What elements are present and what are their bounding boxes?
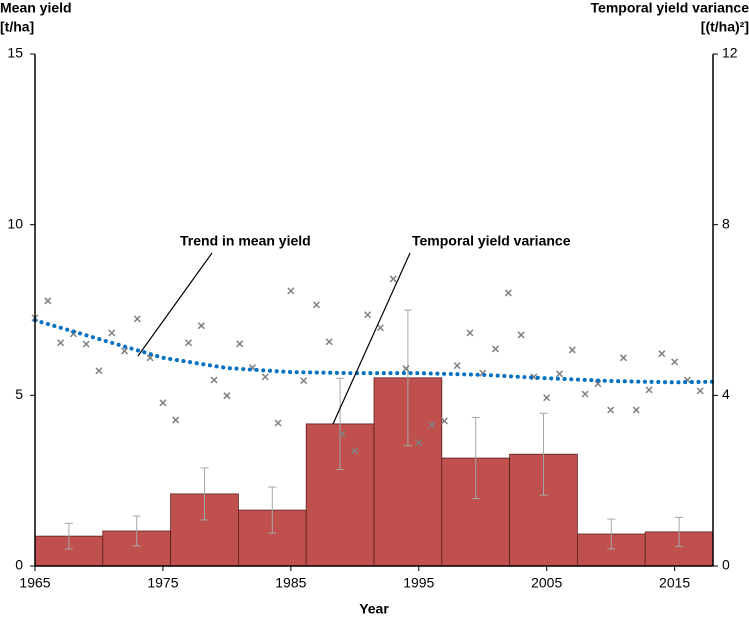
- y-tick-label: 5: [15, 386, 23, 402]
- scatter-point: [184, 339, 193, 347]
- scatter-point: [415, 439, 423, 447]
- annotation-leader: [137, 252, 213, 357]
- scatter-point: [351, 447, 359, 455]
- scatter-point: [671, 358, 679, 366]
- scatter-point: [517, 331, 525, 339]
- error-bar: [403, 309, 412, 447]
- scatter-point: [108, 329, 116, 337]
- error-bar: [675, 516, 684, 547]
- y2-tick-label: 12: [722, 45, 738, 61]
- y-axis-title: [t/ha]: [0, 19, 34, 35]
- x-tick-label: 1985: [275, 575, 306, 591]
- scatter-point: [172, 416, 180, 424]
- scatter-point: [619, 354, 627, 362]
- scatter-point: [44, 297, 52, 305]
- scatter-point: [197, 322, 205, 330]
- scatter-point: [491, 345, 500, 353]
- scatter-point: [389, 275, 397, 283]
- error-bar: [64, 522, 73, 550]
- scatter-point: [453, 362, 461, 370]
- scatter-point: [121, 347, 129, 355]
- y-tick-label: 10: [7, 215, 23, 231]
- error-bar: [200, 467, 209, 521]
- scatter-point: [210, 376, 218, 384]
- x-axis-title: Year: [359, 601, 389, 617]
- scatter-point: [504, 289, 512, 297]
- scatter-point: [440, 417, 448, 425]
- x-tick-label: 1995: [403, 575, 434, 591]
- scatter-point: [82, 340, 90, 348]
- error-bar: [268, 486, 277, 534]
- annotation-leader: [332, 252, 411, 425]
- y2-tick-label: 8: [722, 215, 730, 231]
- scatter-point: [274, 419, 282, 427]
- scatter-point: [312, 301, 320, 309]
- scatter-point: [581, 390, 589, 398]
- scatter-point: [325, 338, 333, 346]
- error-bar: [336, 377, 345, 471]
- scatter-point: [95, 367, 103, 375]
- scatter-point: [645, 386, 653, 394]
- error-bar: [471, 417, 480, 500]
- scatter-point: [555, 370, 564, 378]
- scatter-point: [696, 387, 704, 395]
- scatter-point: [568, 346, 576, 354]
- y-tick-label: 0: [15, 557, 23, 573]
- y-tick-label: 15: [7, 45, 23, 61]
- y2-tick-label: 4: [722, 386, 730, 402]
- y2-axis-title: Temporal yield variance: [591, 0, 749, 16]
- scatter-point: [466, 329, 474, 337]
- scatter-point: [376, 324, 384, 332]
- y-axis-title: Mean yield: [0, 0, 72, 16]
- scatter-point: [133, 315, 141, 323]
- scatter-point: [658, 350, 666, 358]
- scatter-point: [607, 406, 615, 414]
- scatter-point: [338, 430, 346, 438]
- scatter-point: [543, 394, 551, 402]
- error-bar: [539, 412, 548, 496]
- scatter-point: [632, 406, 640, 414]
- y2-tick-label: 0: [722, 557, 730, 573]
- x-tick-label: 2015: [659, 575, 690, 591]
- scatter-point: [287, 287, 295, 295]
- scatter-point: [428, 421, 436, 429]
- error-bar: [132, 515, 141, 547]
- x-tick-label: 2005: [531, 575, 562, 591]
- scatter-point: [300, 377, 308, 385]
- y2-axis-title: [(t/ha)²]: [701, 19, 749, 35]
- scatter-point: [146, 354, 154, 362]
- scatter-point: [364, 311, 372, 319]
- scatter-point: [402, 365, 410, 373]
- scatter-point: [594, 380, 602, 388]
- annotation: Trend in mean yield: [180, 233, 311, 249]
- scatter-point: [223, 392, 231, 400]
- scatter-point: [159, 399, 167, 407]
- scatter-point: [261, 373, 269, 381]
- error-bar: [607, 518, 616, 550]
- scatter-point: [57, 339, 65, 347]
- x-tick-label: 1965: [19, 575, 50, 591]
- scatter-point: [236, 340, 244, 348]
- annotation: Temporal yield variance: [412, 233, 571, 249]
- x-tick-label: 1975: [147, 575, 178, 591]
- trend-line: [33, 318, 715, 385]
